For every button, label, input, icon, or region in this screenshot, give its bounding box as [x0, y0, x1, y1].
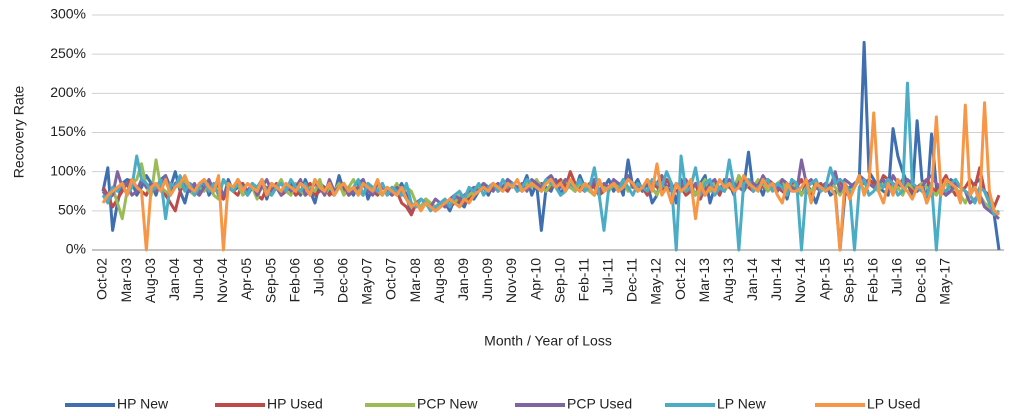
x-tick-label: Aug-13	[720, 258, 736, 303]
x-tick-label: Nov-14	[792, 258, 808, 303]
legend-label: HP New	[117, 396, 169, 412]
x-tick-label: Jan-04	[166, 258, 182, 301]
y-tick-label: 250%	[50, 45, 86, 61]
x-tick-label: Aug-03	[142, 258, 158, 303]
legend-label: HP Used	[267, 396, 323, 412]
x-tick-label: Feb-06	[286, 258, 302, 303]
x-tick-label: Jul-16	[889, 258, 905, 296]
x-tick-label: Feb-16	[864, 258, 880, 303]
legend-label: LP New	[717, 396, 767, 412]
y-tick-label: 150%	[50, 123, 86, 139]
x-tick-label: Aug-08	[431, 258, 447, 303]
x-tick-label: Apr-15	[816, 258, 832, 300]
x-tick-label: Sep-10	[551, 258, 567, 303]
x-tick-label: Oct-12	[672, 258, 688, 300]
x-tick-label: Mar-13	[696, 258, 712, 303]
y-axis-title: Recovery Rate	[11, 85, 27, 178]
x-tick-label: Dec-11	[624, 258, 640, 302]
x-tick-label: Jan-09	[455, 258, 471, 301]
y-tick-label: 300%	[50, 6, 86, 22]
x-tick-label: Apr-05	[238, 258, 254, 300]
x-tick-label: Jun-14	[768, 258, 784, 301]
x-tick-label: May-12	[648, 258, 664, 305]
x-tick-label: Nov-04	[214, 258, 230, 303]
series-line	[101, 81, 1000, 252]
y-tick-label: 0%	[66, 241, 86, 257]
legend-label: PCP New	[417, 396, 478, 412]
x-tick-label: Oct-07	[383, 258, 399, 300]
x-tick-label: Mar-08	[407, 258, 423, 303]
x-tick-label: Dec-16	[913, 258, 929, 303]
x-axis-title: Month / Year of Loss	[484, 333, 612, 349]
x-tick-label: Dec-06	[335, 258, 351, 303]
series-line	[101, 101, 1000, 252]
series-line	[101, 40, 1001, 252]
x-tick-label: Sep-05	[262, 258, 278, 303]
x-tick-label: May-17	[937, 258, 953, 305]
x-tick-label: Mar-03	[118, 258, 134, 303]
legend-label: PCP Used	[567, 396, 632, 412]
y-tick-label: 200%	[50, 84, 86, 100]
x-tick-label: May-07	[359, 258, 375, 305]
x-tick-label: Jun-04	[190, 258, 206, 301]
x-tick-label: Jul-11	[600, 258, 616, 295]
x-tick-label: Jan-14	[744, 258, 760, 301]
x-tick-label: Sep-15	[840, 258, 856, 303]
x-tick-label: Feb-11	[575, 258, 591, 302]
y-tick-label: 100%	[50, 162, 86, 178]
x-tick-label: Apr-10	[527, 258, 543, 300]
y-tick-label: 50%	[58, 202, 86, 218]
x-tick-label: Oct-02	[94, 258, 110, 300]
x-tick-label: Jun-09	[479, 258, 495, 301]
x-tick-label: Nov-09	[503, 258, 519, 303]
legend-label: LP Used	[867, 396, 920, 412]
x-tick-label: Jul-06	[310, 258, 326, 296]
